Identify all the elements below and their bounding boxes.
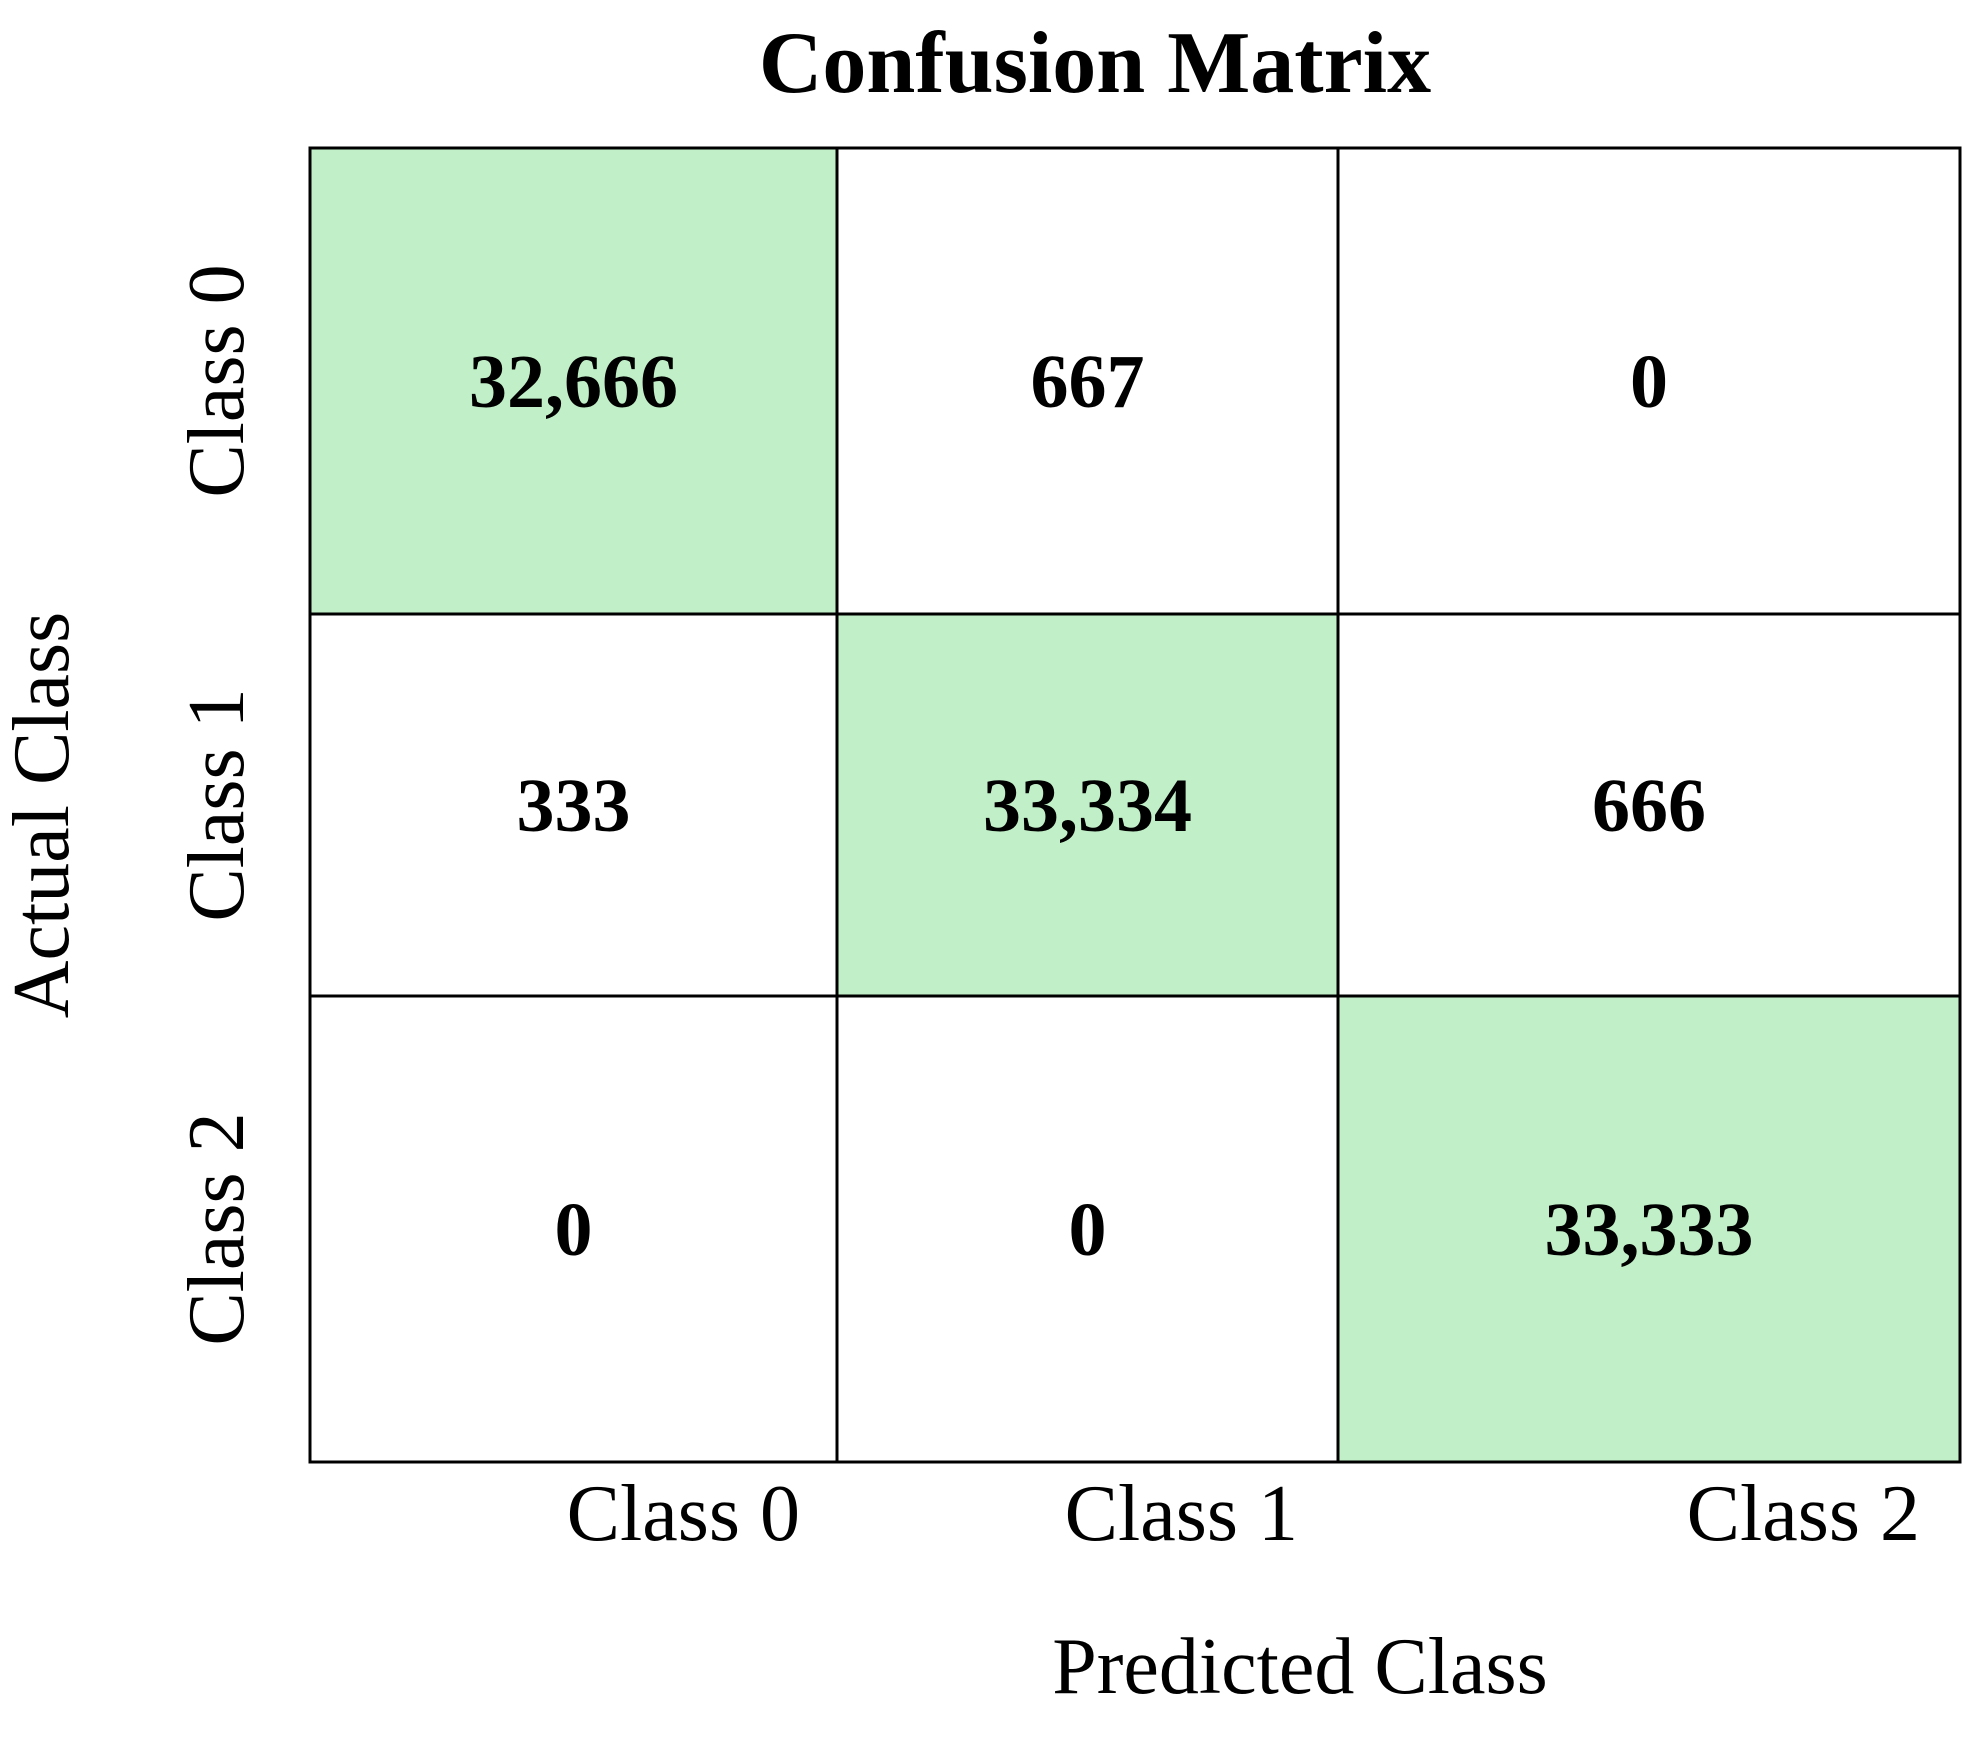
cell-value-r2-c1: 0: [1069, 1188, 1107, 1272]
cell-value-r2-c2: 33,333: [1545, 1188, 1754, 1272]
y-tick-class-0: Class 0: [173, 264, 261, 497]
cell-value-r0-c1: 667: [1031, 340, 1145, 424]
x-tick-class-2: Class 2: [1687, 1470, 1920, 1558]
cell-value-r1-c2: 666: [1592, 764, 1706, 848]
matrix-cell-r0-c1: [835, 146, 1340, 616]
matrix-cell-r2-c1: [835, 994, 1340, 1464]
y-tick-labels: Class 0 Class 1 Class 2: [173, 264, 261, 1345]
matrix-cell-r1-c1: [835, 612, 1340, 998]
cell-value-r1-c1: 33,334: [983, 764, 1192, 848]
cell-value-labels: 32,666 667 0 333 33,334 666 0 0 33,333: [469, 340, 1754, 1272]
matrix-cell-r0-c0: [308, 146, 839, 616]
cell-value-r0-c0: 32,666: [469, 340, 678, 424]
cell-value-r2-c0: 0: [555, 1188, 593, 1272]
cell-value-r1-c0: 333: [517, 764, 631, 848]
matrix-cell-r1-c0: [308, 612, 839, 998]
x-axis-label: Predicted Class: [1052, 1623, 1547, 1711]
x-tick-labels: Class 0 Class 1 Class 2: [567, 1470, 1920, 1558]
x-tick-class-1: Class 1: [1065, 1470, 1298, 1558]
matrix-cell-r1-c2: [1336, 612, 1962, 998]
cell-value-r0-c2: 0: [1630, 340, 1668, 424]
matrix-cell-r0-c2: [1336, 146, 1962, 616]
matrix-cell-r2-c2: [1336, 994, 1962, 1464]
y-tick-class-1: Class 1: [173, 688, 261, 921]
x-tick-class-0: Class 0: [567, 1470, 800, 1558]
y-axis-label: Actual Class: [0, 612, 86, 1019]
y-tick-class-2: Class 2: [173, 1112, 261, 1345]
chart-title: Confusion Matrix: [759, 15, 1431, 112]
matrix-cells: [308, 146, 1962, 1464]
matrix-cell-r2-c0: [308, 994, 839, 1464]
